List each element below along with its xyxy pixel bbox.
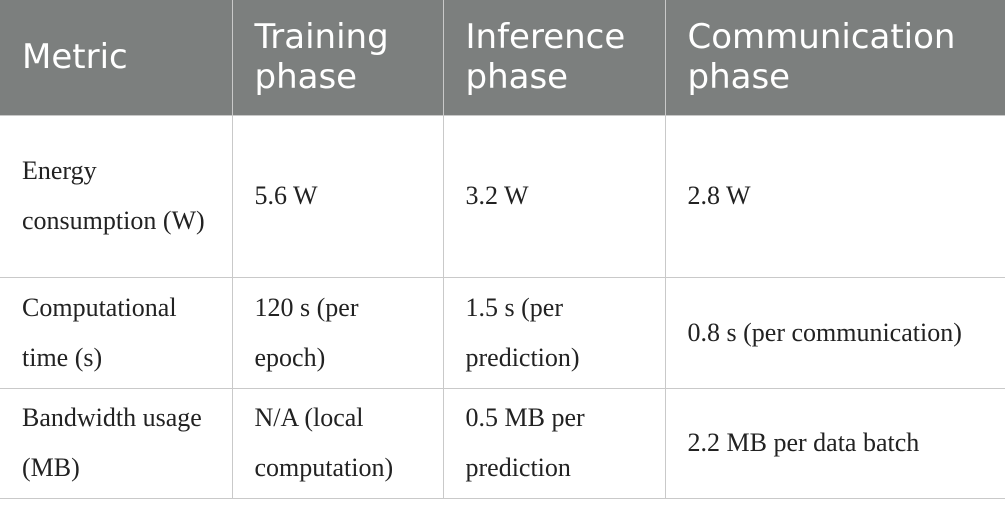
table-cell: 2.2 MB per data batch	[664, 387, 1005, 499]
data-table: Metric Training phase Inference phase Commu…	[0, 0, 1005, 499]
table-cell: N/A (local computation)	[231, 387, 444, 499]
header-cell: Training phase	[232, 0, 444, 115]
table-cell: 0.8 s (per communication)	[664, 276, 1005, 389]
table-body: Energy consumption (W) 5.6 W 3.2 W 2.8 W Com…	[0, 114, 1005, 499]
header-cell: Inference phase	[443, 0, 666, 115]
table-cell: Energy consumption (W)	[0, 114, 233, 278]
table-cell: Computational time (s)	[0, 276, 233, 389]
table-row: Bandwidth usage (MB) N/A (local computati…	[0, 387, 1005, 499]
table-cell: 2.8 W	[664, 114, 1005, 278]
header-row: Metric Training phase Inference phase Commu…	[0, 0, 1005, 115]
table-cell: 1.5 s (per prediction)	[442, 276, 666, 389]
table-cell: Bandwidth usage (MB)	[0, 387, 233, 499]
header-cell: Metric	[0, 0, 233, 115]
table-cell: 3.2 W	[442, 114, 666, 278]
table-cell: 5.6 W	[231, 114, 444, 278]
table-row: Computational time (s) 120 s (per epoch) 1…	[0, 276, 1005, 389]
table-row: Energy consumption (W) 5.6 W 3.2 W 2.8 W	[0, 114, 1005, 278]
table-cell: 120 s (per epoch)	[231, 276, 444, 389]
table-cell: 0.5 MB per prediction	[442, 387, 666, 499]
header-cell: Communication phase	[665, 0, 1005, 115]
